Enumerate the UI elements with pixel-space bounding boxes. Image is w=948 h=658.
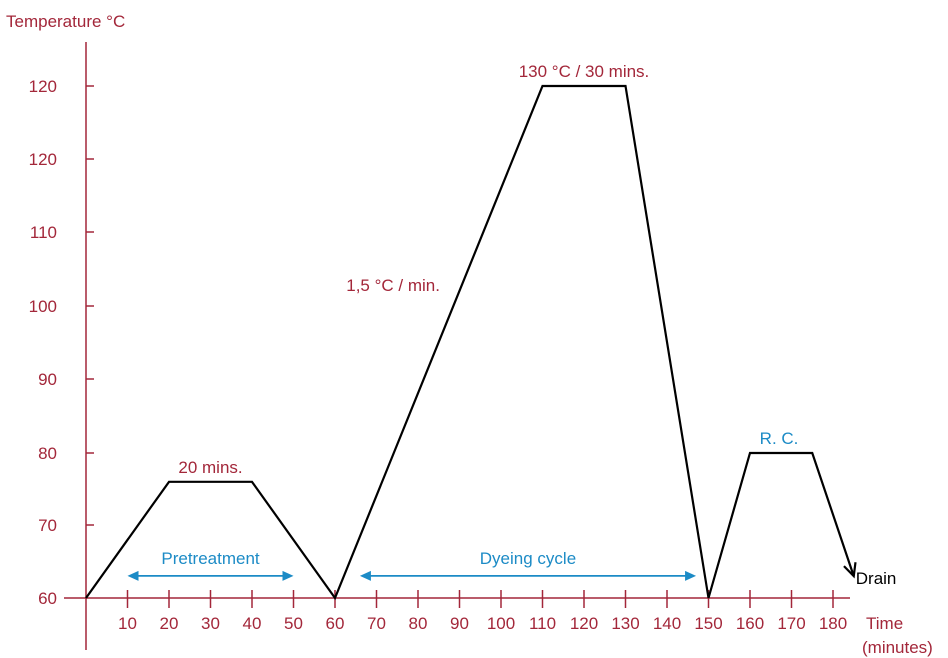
y-tick-label: 110 [30,223,57,242]
y-tick-label: 80 [38,444,57,463]
phase-spans: Pretreatment Dyeing cycle [127,549,697,581]
y-tick-label: 70 [38,516,57,535]
annotations: 20 mins. 130 °C / 30 mins. 1,5 °C / min. R.… [178,62,896,588]
y-tick-label: 90 [38,370,57,389]
x-tick-label: 140 [653,614,681,633]
x-tick-label: 10 [118,614,137,633]
x-tick-label: 40 [243,614,262,633]
x-tick-label: 80 [409,614,428,633]
profile-line-0 [85,84,855,601]
annotation-0: 20 mins. [178,458,242,477]
span-arrow-left [359,570,371,581]
y-axis-title: Temperature °C [6,12,125,31]
axes [64,42,850,650]
x-tick-label: 130 [611,614,639,633]
x-tick-label: 180 [819,614,847,633]
temperature-profile [85,84,857,601]
x-tick-label: 170 [777,614,805,633]
x-tick-labels: 10 20 30 40 50 60 70 80 90 100 110 120 130 140 150 160 1… [118,614,847,633]
x-tick-label: 60 [326,614,345,633]
annotation-4: Drain [856,569,897,588]
x-tick-label: 120 [570,614,598,633]
x-tick-label: 160 [736,614,764,633]
span-arrow-left [127,570,139,581]
annotation-2: 1,5 °C / min. [346,276,440,295]
x-tick-label: 20 [160,614,179,633]
x-tick-label: 110 [529,614,556,633]
span-0: Pretreatment [127,549,294,581]
x-tick-label: 70 [367,614,386,633]
annotation-1: 130 °C / 30 mins. [519,62,650,81]
span-label: Dyeing cycle [480,549,576,568]
span-arrow-right [282,570,294,581]
y-tick-labels: 60 70 80 90 100 110 120 120 [29,77,57,608]
x-tick-label: 30 [201,614,220,633]
annotation-3: R. C. [760,429,799,448]
y-tick-label: 100 [29,297,57,316]
x-axis-unit: (minutes) [862,638,933,657]
x-tick-label: 100 [487,614,515,633]
span-label: Pretreatment [161,549,260,568]
span-arrow-right [685,570,697,581]
x-axis-title: Time [866,614,903,633]
x-tick-label: 150 [694,614,722,633]
x-tick-label: 90 [450,614,469,633]
drain-arrowhead [843,562,857,579]
y-tick-label: 120 [29,150,57,169]
y-tick-label: 120 [29,77,57,96]
x-tick-label: 50 [284,614,303,633]
span-1: Dyeing cycle [359,549,697,581]
y-tick-label: 60 [38,589,57,608]
